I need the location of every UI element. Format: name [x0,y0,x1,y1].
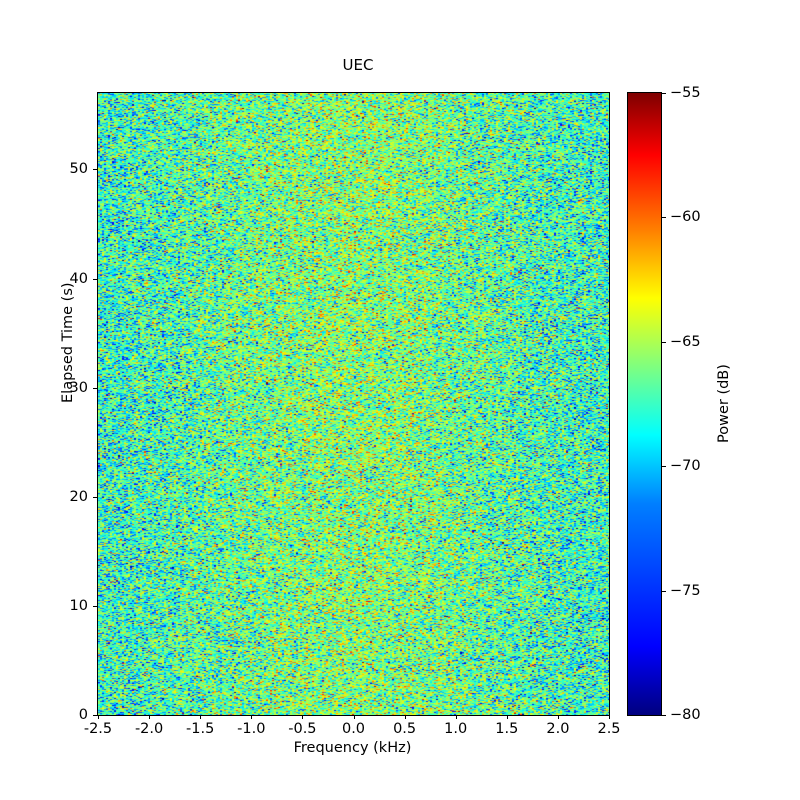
colorbar-label: Power (dB) [716,364,732,443]
x-axis-label: Frequency (kHz) [293,740,412,756]
colorbar-tick-label: −70 [670,458,701,475]
x-tick-mark [200,715,202,719]
y-tick-label: 50 [69,161,88,178]
x-tick-label: -0.5 [288,721,317,737]
x-tick-label: 2.0 [546,721,570,737]
colorbar-tick-mark [662,217,666,219]
x-tick-mark [557,715,559,719]
colorbar-tick-mark [662,466,666,468]
colorbar-tick-mark [662,715,666,716]
spectrogram-plot-area [97,92,610,716]
x-tick-label: -1.0 [237,721,266,737]
x-tick-mark [302,715,304,719]
y-tick-label: 10 [69,597,88,614]
y-tick-label: 0 [78,707,88,723]
y-tick-label: 20 [69,488,88,505]
y-tick-mark [93,715,97,716]
colorbar-tick-mark [662,93,666,94]
x-tick-label: 0.5 [393,721,417,737]
x-tick-label: 2.5 [597,721,621,737]
y-tick-mark [93,169,97,171]
x-tick-mark [353,715,355,719]
x-tick-label: 1.5 [495,721,519,737]
power-colorbar [627,92,662,716]
x-tick-label: 1.0 [444,721,468,737]
x-tick-mark [609,715,610,719]
x-tick-mark [455,715,457,719]
x-tick-label: -2.5 [83,721,113,737]
y-tick-label: 40 [69,270,88,287]
x-tick-mark [506,715,508,719]
colorbar-tick-label: −55 [670,85,701,101]
x-tick-mark [98,715,99,719]
x-tick-mark [404,715,406,719]
colorbar-tick-mark [662,590,666,592]
y-tick-mark [93,387,97,389]
y-tick-mark [93,496,97,498]
y-tick-mark [93,278,97,280]
title-line-station: UEC [342,56,374,74]
x-tick-mark [251,715,253,719]
colorbar-tick-mark [662,341,666,343]
spectrogram-heatmap [98,93,609,715]
x-tick-label: -2.0 [134,721,164,737]
x-tick-label: 0.0 [341,721,366,737]
colorbar-tick-label: −65 [670,333,701,350]
y-tick-label: 30 [69,379,88,396]
y-tick-mark [93,605,97,607]
x-tick-label: -1.5 [186,721,215,737]
colorbar-tick-label: −80 [670,707,701,723]
colorbar-tick-label: −60 [670,209,701,226]
colorbar-tick-label: −75 [670,582,701,599]
x-tick-mark [149,715,151,719]
